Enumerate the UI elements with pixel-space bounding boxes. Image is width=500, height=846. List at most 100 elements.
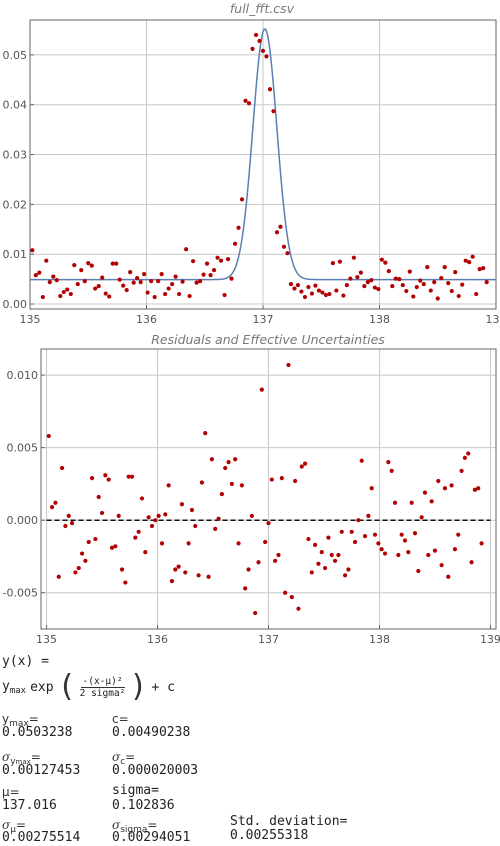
std-deviation-label: Std. deviation= [230, 814, 348, 829]
data-point [179, 502, 185, 507]
ymax-label: ymax= [2, 712, 39, 729]
data-point [211, 268, 217, 273]
data-point [183, 570, 188, 575]
y-tick-label: 0.02 [3, 198, 28, 211]
data-point [481, 266, 486, 271]
data-point [223, 465, 228, 471]
data-point [131, 280, 136, 285]
data-point [392, 500, 398, 505]
data-point [59, 465, 65, 471]
sigma-mu-label: σμ= [2, 818, 26, 835]
data-point [194, 280, 199, 285]
data-point [79, 551, 85, 556]
data-point [226, 460, 231, 465]
data-point [386, 269, 391, 274]
data-point [419, 515, 424, 520]
data-point [47, 279, 52, 285]
y-tick-label: 0.03 [3, 149, 28, 162]
data-point [53, 500, 58, 505]
data-point [470, 254, 475, 259]
data-point [414, 284, 419, 290]
data-point [119, 567, 125, 572]
data-point [344, 282, 349, 288]
sigma-value: 0.102836 [112, 798, 175, 813]
data-point [274, 230, 280, 235]
data-point [166, 286, 171, 291]
data-point [462, 455, 468, 460]
data-point [107, 294, 112, 299]
data-point [76, 565, 81, 571]
data-point [323, 292, 329, 298]
data-point [269, 477, 274, 482]
data-point [412, 531, 418, 536]
data-point [79, 268, 84, 273]
data-point [396, 552, 401, 558]
data-point [439, 563, 444, 568]
data-point [372, 285, 377, 290]
data-point [428, 288, 433, 293]
data-point [153, 518, 158, 523]
data-point [257, 38, 262, 44]
data-point [436, 478, 441, 484]
data-point [246, 101, 252, 106]
ymax-value: 0.0503238 [2, 725, 73, 740]
data-point [163, 291, 168, 297]
y-tick-label: 0.005 [7, 442, 39, 455]
data-point [33, 273, 38, 278]
data-point [65, 287, 70, 292]
data-point [44, 258, 49, 263]
data-point [173, 274, 178, 279]
data-point [96, 283, 101, 289]
fit-plot-x-ticks: 135 136 137 138 139 [20, 305, 500, 326]
data-point [456, 532, 461, 537]
data-point [288, 281, 294, 287]
data-point [123, 580, 128, 585]
data-point [285, 251, 290, 256]
data-point [249, 513, 254, 518]
residual-plot-grid [41, 349, 496, 629]
x-tick-label: 136 [136, 313, 157, 326]
x-tick-label: 137 [253, 313, 274, 326]
data-point [208, 273, 213, 278]
data-point [135, 276, 140, 281]
data-point [142, 272, 147, 277]
data-point [209, 457, 215, 462]
data-point [460, 282, 465, 287]
data-point [126, 474, 131, 479]
data-point [143, 550, 148, 555]
data-point [49, 505, 55, 510]
mu-value: 137.016 [2, 798, 57, 813]
data-point [276, 552, 281, 558]
data-point [432, 548, 438, 553]
data-point [271, 109, 276, 114]
data-point [456, 293, 461, 299]
data-point [83, 558, 88, 563]
data-point [348, 276, 353, 281]
data-point [476, 486, 481, 491]
data-point [229, 481, 234, 487]
data-point [139, 496, 145, 501]
fit-plot-y-ticks: 0.00 0.01 0.02 0.03 0.04 0.05 [3, 49, 34, 311]
data-point [369, 486, 374, 491]
data-point [173, 567, 178, 572]
model-prefix: y [2, 678, 10, 694]
data-point [303, 461, 308, 466]
data-point [180, 279, 185, 284]
data-point [362, 283, 367, 289]
x-tick-label: 138 [369, 633, 390, 646]
model-numerator: -(x-μ)² [80, 675, 125, 688]
data-point [397, 277, 402, 282]
data-point [73, 570, 78, 575]
data-point [186, 541, 191, 546]
y-tick-label: 0.05 [3, 49, 28, 62]
data-point [296, 606, 301, 611]
data-point [426, 552, 431, 558]
data-point [89, 476, 95, 481]
data-point [246, 567, 251, 572]
c-value: 0.00490238 [112, 725, 191, 740]
data-point [383, 260, 388, 265]
data-point [46, 433, 51, 439]
data-point [166, 483, 171, 488]
fit-curve [30, 28, 496, 281]
data-point [446, 280, 451, 286]
